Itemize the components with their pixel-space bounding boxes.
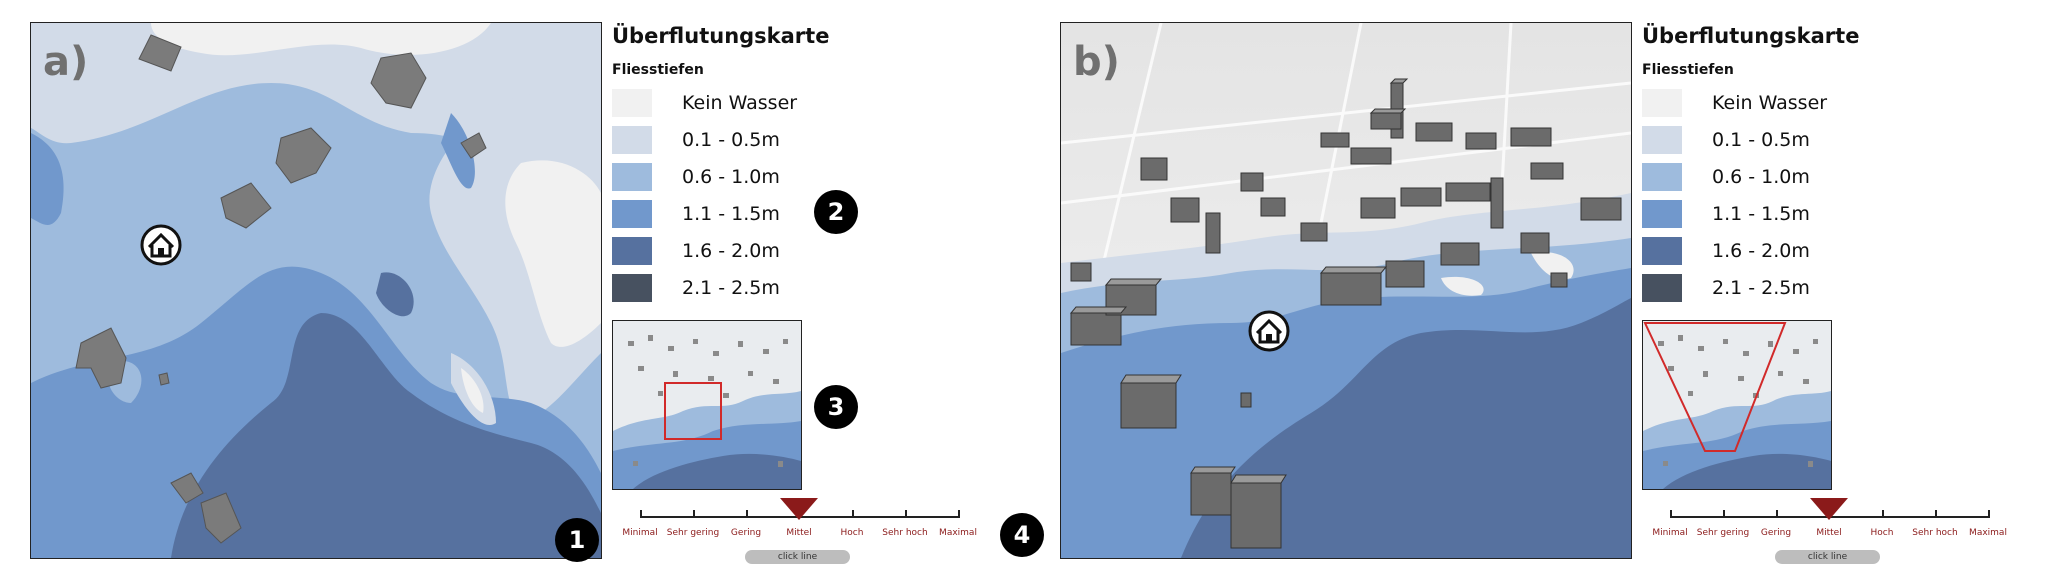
- legend-label: 1.6 - 2.0m: [1712, 239, 1810, 262]
- slider-tick: [852, 510, 854, 518]
- panel-label: a): [43, 39, 89, 85]
- level-label[interactable]: Hoch: [840, 528, 864, 538]
- slider-tick: [1988, 510, 1990, 518]
- legend-swatch: [612, 88, 652, 117]
- legend-label: Kein Wasser: [682, 91, 798, 114]
- level-label[interactable]: Sehr hoch: [1912, 528, 1958, 538]
- legend-item: 2.1 - 2.5m: [612, 269, 872, 306]
- viewport-frame: [664, 382, 722, 440]
- legend-subtitle: Fliesstiefen: [612, 62, 704, 78]
- level-label[interactable]: Sehr gering: [1696, 528, 1750, 538]
- home-location-icon[interactable]: [1248, 310, 1290, 352]
- risk-level-slider[interactable]: Minimal Sehr gering Gering Mittel Hoch S…: [1652, 498, 2007, 568]
- level-label[interactable]: Sehr gering: [666, 528, 720, 538]
- overview-minimap[interactable]: [1642, 320, 1832, 490]
- flood-map-3d-canvas: [1061, 23, 1631, 558]
- legend-label: 0.6 - 1.0m: [682, 165, 780, 188]
- legend-item: 0.6 - 1.0m: [612, 158, 872, 195]
- legend-swatch: [1642, 125, 1682, 154]
- flood-map-3d[interactable]: b): [1060, 22, 1632, 559]
- slider-tick: [1723, 510, 1725, 518]
- slider-tick: [1882, 510, 1884, 518]
- legend-item: 0.1 - 0.5m: [1642, 121, 1902, 158]
- legend-label: 1.6 - 2.0m: [682, 239, 780, 262]
- level-label[interactable]: Gering: [1760, 528, 1792, 538]
- legend-item: Kein Wasser: [1642, 84, 1902, 121]
- legend: Überflutungskarte Fliesstiefen Kein Wass…: [1642, 22, 1902, 306]
- overview-minimap-canvas: [1643, 321, 1831, 489]
- slider-tick: [958, 510, 960, 518]
- level-label[interactable]: Maximal: [1969, 528, 2007, 538]
- slider-marker[interactable]: [1810, 498, 1848, 520]
- level-label[interactable]: Maximal: [939, 528, 977, 538]
- callout-badge: 4: [1000, 513, 1044, 557]
- legend-item: 1.1 - 1.5m: [612, 195, 872, 232]
- click-line-button[interactable]: click line: [1775, 550, 1880, 564]
- legend-label: 1.1 - 1.5m: [1712, 202, 1810, 225]
- legend-subtitle: Fliesstiefen: [1642, 62, 1734, 78]
- legend-item: 2.1 - 2.5m: [1642, 269, 1902, 306]
- level-label[interactable]: Minimal: [1652, 528, 1688, 538]
- callout-badge: 2: [814, 190, 858, 234]
- level-label[interactable]: Gering: [730, 528, 762, 538]
- level-label[interactable]: Mittel: [1816, 528, 1842, 538]
- callout-badge: 1: [555, 518, 599, 562]
- level-label[interactable]: Sehr hoch: [882, 528, 928, 538]
- overview-minimap-canvas: [613, 321, 801, 489]
- level-label[interactable]: Hoch: [1870, 528, 1894, 538]
- legend-item: 0.6 - 1.0m: [1642, 158, 1902, 195]
- slider-tick: [746, 510, 748, 518]
- slider-marker[interactable]: [780, 498, 818, 520]
- slider-tick: [693, 510, 695, 518]
- legend-label: 0.1 - 0.5m: [1712, 128, 1810, 151]
- legend-swatch: [1642, 199, 1682, 228]
- click-line-button[interactable]: click line: [745, 550, 850, 564]
- legend-item: Kein Wasser: [612, 84, 872, 121]
- risk-level-slider[interactable]: Minimal Sehr gering Gering Mittel Hoch S…: [622, 498, 977, 568]
- level-label[interactable]: Minimal: [622, 528, 658, 538]
- legend-swatch: [612, 125, 652, 154]
- legend: Überflutungskarte Fliesstiefen Kein Wass…: [612, 22, 872, 306]
- callout-badge: 3: [814, 385, 858, 429]
- legend-swatch: [612, 273, 652, 302]
- legend-item: 0.1 - 0.5m: [612, 121, 872, 158]
- slider-tick: [1670, 510, 1672, 518]
- flood-map-2d[interactable]: a): [30, 22, 602, 559]
- legend-swatch: [1642, 236, 1682, 265]
- viewport-frustum: [1643, 322, 1787, 452]
- slider-tick: [1935, 510, 1937, 518]
- legend-swatch: [612, 236, 652, 265]
- legend-title: Überflutungskarte: [1642, 24, 1860, 48]
- legend-swatch: [1642, 273, 1682, 302]
- legend-label: 1.1 - 1.5m: [682, 202, 780, 225]
- slider-tick: [905, 510, 907, 518]
- home-location-icon[interactable]: [140, 224, 182, 266]
- legend-label: 0.6 - 1.0m: [1712, 165, 1810, 188]
- legend-item: 1.6 - 2.0m: [1642, 232, 1902, 269]
- level-label[interactable]: Mittel: [786, 528, 812, 538]
- slider-tick: [640, 510, 642, 518]
- legend-item: 1.1 - 1.5m: [1642, 195, 1902, 232]
- flood-map-2d-canvas: [31, 23, 601, 558]
- legend-title: Überflutungskarte: [612, 24, 830, 48]
- legend-swatch: [1642, 162, 1682, 191]
- legend-item: 1.6 - 2.0m: [612, 232, 872, 269]
- slider-tick: [1776, 510, 1778, 518]
- panel-label: b): [1073, 39, 1120, 85]
- legend-swatch: [612, 199, 652, 228]
- legend-swatch: [612, 162, 652, 191]
- overview-minimap[interactable]: [612, 320, 802, 490]
- legend-swatch: [1642, 88, 1682, 117]
- legend-label: 2.1 - 2.5m: [682, 276, 780, 299]
- building: [138, 34, 182, 72]
- legend-label: Kein Wasser: [1712, 91, 1828, 114]
- legend-label: 0.1 - 0.5m: [682, 128, 780, 151]
- legend-label: 2.1 - 2.5m: [1712, 276, 1810, 299]
